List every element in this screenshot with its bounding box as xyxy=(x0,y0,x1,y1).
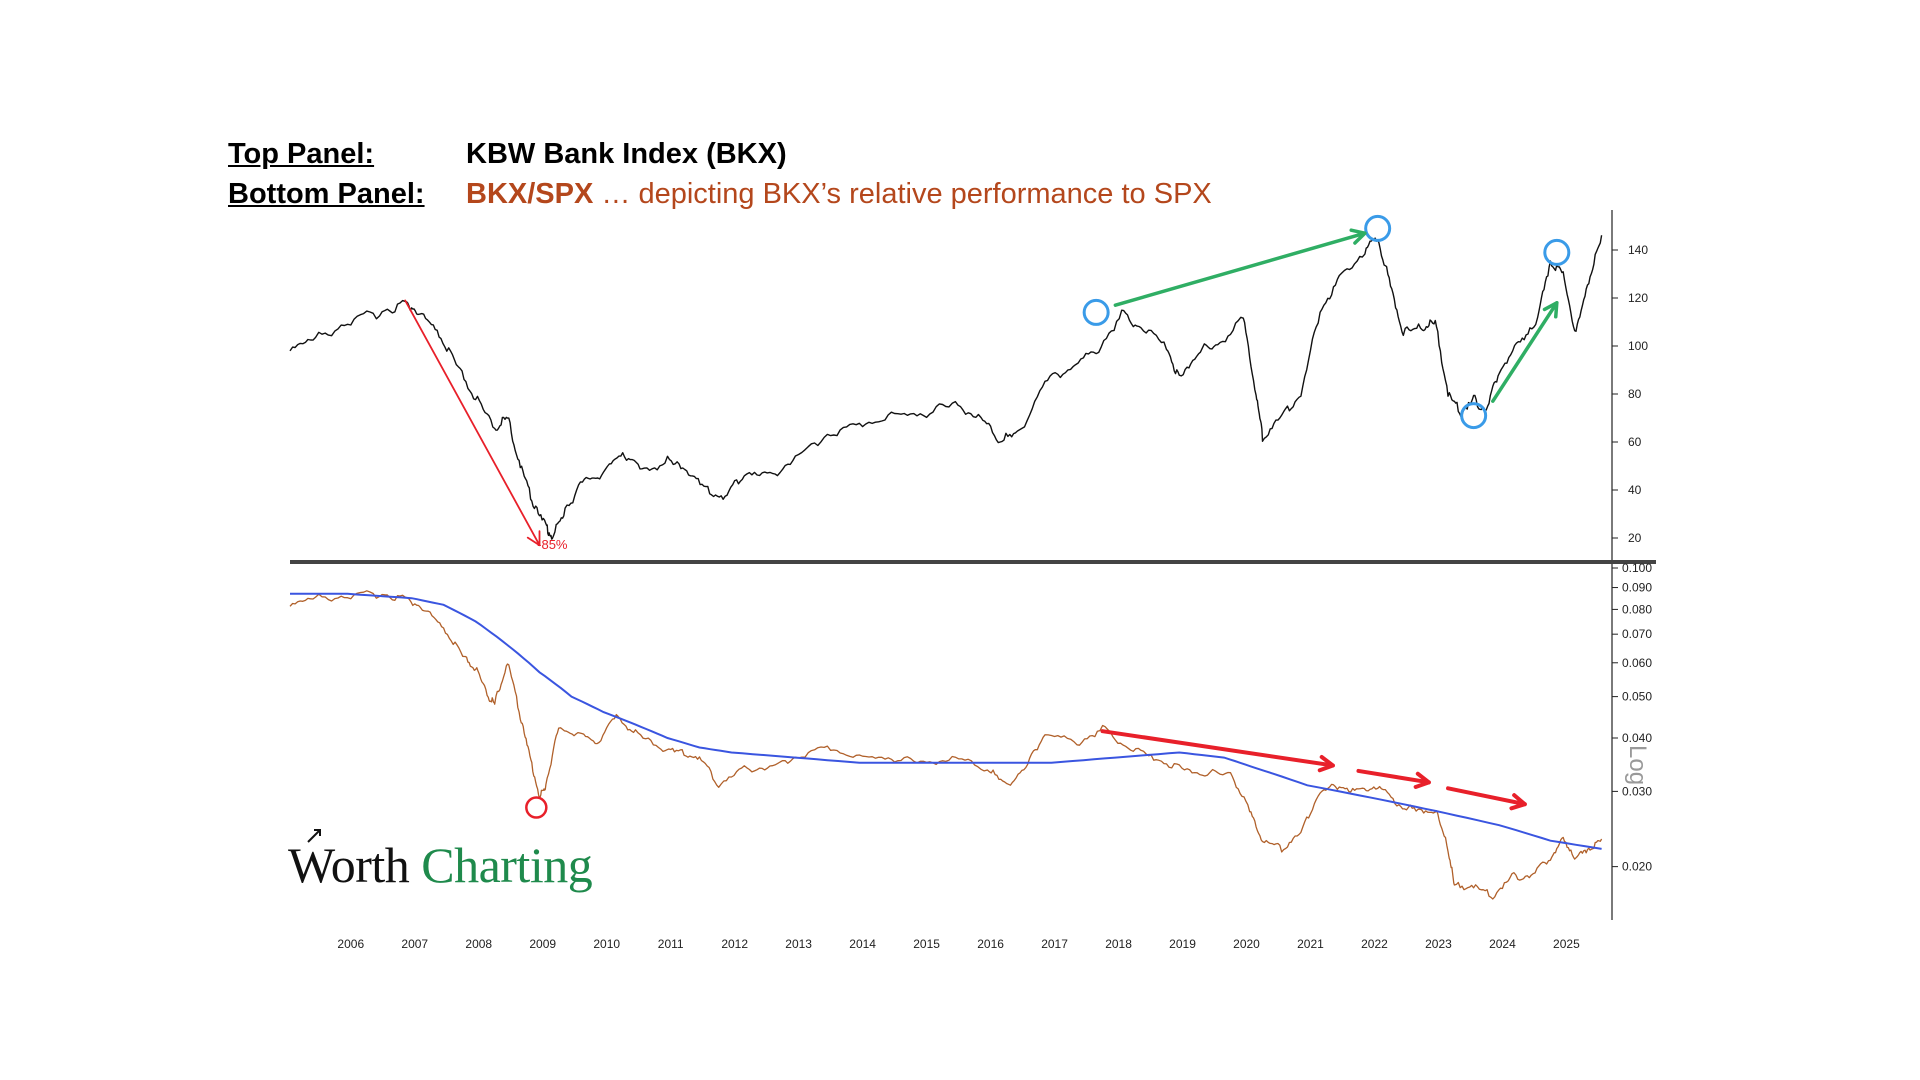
x-tick-label: 2017 xyxy=(1041,937,1068,951)
log-scale-label: Log xyxy=(1624,745,1651,785)
top-y-tick-label: 20 xyxy=(1628,531,1642,545)
bottom-y-tick-label: 0.100 xyxy=(1622,561,1652,575)
bottom-panel-title: BKX/SPX … depicting BKX’s relative perfo… xyxy=(466,178,1212,211)
ratio-downtrend-arrow-3-head xyxy=(1509,793,1527,811)
x-tick-label: 2022 xyxy=(1361,937,1388,951)
higher-high-arrow-head xyxy=(1349,228,1367,245)
bottom-y-tick-label: 0.020 xyxy=(1622,860,1652,874)
ratio-downtrend-arrow-1 xyxy=(1100,729,1335,768)
worth-charting-logo: Worth Charting xyxy=(288,829,593,894)
x-tick-label: 2015 xyxy=(913,937,940,951)
x-tick-label: 2007 xyxy=(401,937,428,951)
crash-arrow-head xyxy=(526,530,541,547)
top-y-tick-label: 100 xyxy=(1628,339,1648,353)
top-y-tick-label: 120 xyxy=(1628,291,1648,305)
bottom-panel-label: Bottom Panel: xyxy=(228,178,425,210)
x-tick-label: 2008 xyxy=(465,937,492,951)
top-y-tick-label: 140 xyxy=(1628,243,1648,257)
ratio-downtrend-arrow-2 xyxy=(1356,768,1431,785)
highlight-circle xyxy=(1364,214,1392,242)
higher-high-arrow xyxy=(1113,231,1367,307)
x-tick-label: 2016 xyxy=(977,937,1004,951)
bottom-y-tick-label: 0.070 xyxy=(1622,627,1652,641)
bottom-y-tick-label: 0.050 xyxy=(1622,690,1652,704)
rally-arrow-head xyxy=(1542,301,1559,319)
ratio-low-circle xyxy=(525,796,548,819)
x-tick-label: 2006 xyxy=(337,937,364,951)
bottom-panel-title-description: … depicting BKX’s relative performance t… xyxy=(593,178,1212,210)
highlight-circle xyxy=(1082,298,1110,326)
highlight-circle xyxy=(1543,238,1571,266)
logo-arrow-icon xyxy=(307,829,321,843)
bottom-y-tick-label: 0.080 xyxy=(1622,602,1652,616)
x-tick-label: 2014 xyxy=(849,937,876,951)
bottom-y-tick-label: 0.040 xyxy=(1622,731,1652,745)
top-y-tick-label: 60 xyxy=(1628,435,1642,449)
x-tick-label: 2018 xyxy=(1105,937,1132,951)
x-tick-label: 2021 xyxy=(1297,937,1324,951)
top-y-tick-label: 40 xyxy=(1628,483,1642,497)
x-tick-label: 2013 xyxy=(785,937,812,951)
top-panel-label: Top Panel: xyxy=(228,138,375,170)
x-tick-label: 2025 xyxy=(1553,937,1580,951)
logo-word-worth: Worth xyxy=(288,837,410,893)
bottom-y-tick-label: 0.060 xyxy=(1622,656,1652,670)
panel-divider xyxy=(290,560,1656,564)
bkx-spx-ratio-line xyxy=(289,590,1603,900)
ratio-downtrend-arrow-2-head xyxy=(1413,771,1431,789)
bottom-y-tick-label: 0.090 xyxy=(1622,581,1652,595)
x-tick-label: 2023 xyxy=(1425,937,1452,951)
ratio-moving-average-line xyxy=(290,592,1602,850)
x-tick-label: 2020 xyxy=(1233,937,1260,951)
bkx-price-line xyxy=(289,235,1603,540)
highlight-circle xyxy=(1460,402,1488,430)
x-tick-label: 2024 xyxy=(1489,937,1516,951)
bottom-panel-title-ticker: BKX/SPX xyxy=(466,178,594,210)
crash-arrow xyxy=(404,299,541,547)
bottom-y-tick-label: 0.030 xyxy=(1622,784,1652,798)
rally-arrow xyxy=(1491,301,1559,403)
x-tick-label: 2009 xyxy=(529,937,556,951)
crash-percent-label: -85% xyxy=(537,537,568,552)
top-y-tick-label: 80 xyxy=(1628,387,1642,401)
x-tick-label: 2012 xyxy=(721,937,748,951)
x-tick-label: 2010 xyxy=(593,937,620,951)
x-tick-label: 2019 xyxy=(1169,937,1196,951)
top-panel-title: KBW Bank Index (BKX) xyxy=(466,138,787,170)
x-tick-label: 2011 xyxy=(658,937,684,951)
ratio-downtrend-arrow-1-head xyxy=(1317,755,1335,773)
ratio-downtrend-arrow-3 xyxy=(1446,786,1527,807)
logo-word-charting: Charting xyxy=(421,837,593,893)
